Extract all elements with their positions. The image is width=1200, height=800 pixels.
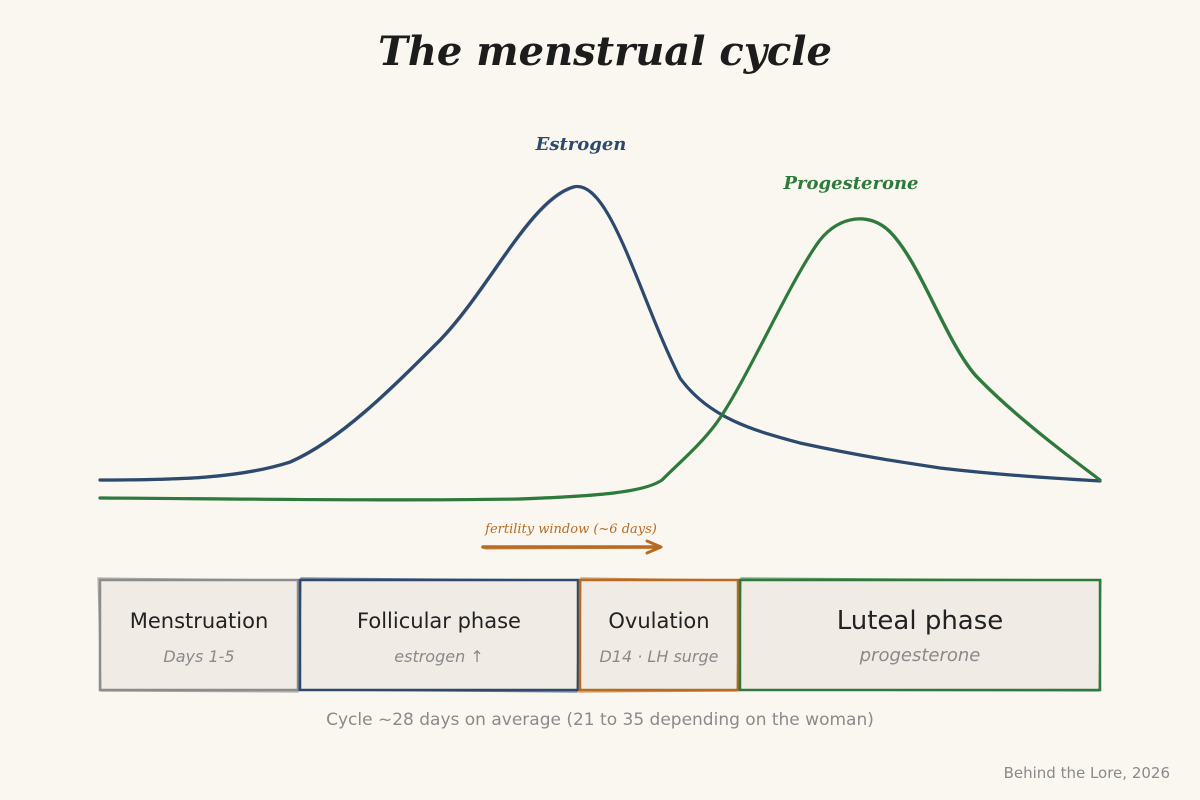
cycle-length-note: Cycle ~28 days on average (21 to 35 depe…	[326, 710, 874, 730]
phase-name: Ovulation	[608, 609, 709, 633]
phase-subtitle: progesterone	[859, 645, 981, 666]
phase-box-ovulation: Ovulation D14 · LH surge	[578, 577, 740, 693]
phase-box-frame	[98, 578, 300, 692]
progesterone-curve	[98, 217, 1102, 502]
phase-name: Luteal phase	[837, 606, 1004, 636]
phase-box-luteal: Luteal phase progesterone	[738, 577, 1102, 692]
phase-name: Menstruation	[130, 609, 269, 633]
phase-subtitle: estrogen ↑	[394, 647, 483, 666]
progesterone-curve-sketch	[100, 217, 1101, 500]
phase-box-frame	[738, 578, 1102, 692]
diagram-title: The menstrual cycle	[378, 28, 832, 75]
phase-name: Follicular phase	[357, 609, 521, 633]
phase-box-sketch	[97, 577, 300, 693]
fertility-window-label: fertility window (~6 days)	[484, 522, 657, 537]
fertility-window-arrow	[481, 539, 663, 555]
phase-box-frame	[298, 578, 580, 692]
phase-subtitle: Days 1-5	[163, 647, 234, 666]
phase-box-menstruation: Menstruation Days 1-5	[97, 577, 300, 693]
phase-box-sketch	[738, 577, 1102, 692]
credit-text: Behind the Lore, 2026	[1004, 764, 1170, 782]
phase-box-sketch	[298, 577, 580, 693]
estrogen-curve-sketch	[100, 187, 1101, 482]
phase-subtitle: D14 · LH surge	[599, 647, 718, 666]
phase-box-frame	[578, 578, 740, 692]
estrogen-label: Estrogen	[535, 134, 627, 155]
phase-box-sketch	[578, 577, 740, 693]
progesterone-label: Progesterone	[783, 173, 919, 194]
phase-box-follicular: Follicular phase estrogen ↑	[298, 577, 580, 693]
